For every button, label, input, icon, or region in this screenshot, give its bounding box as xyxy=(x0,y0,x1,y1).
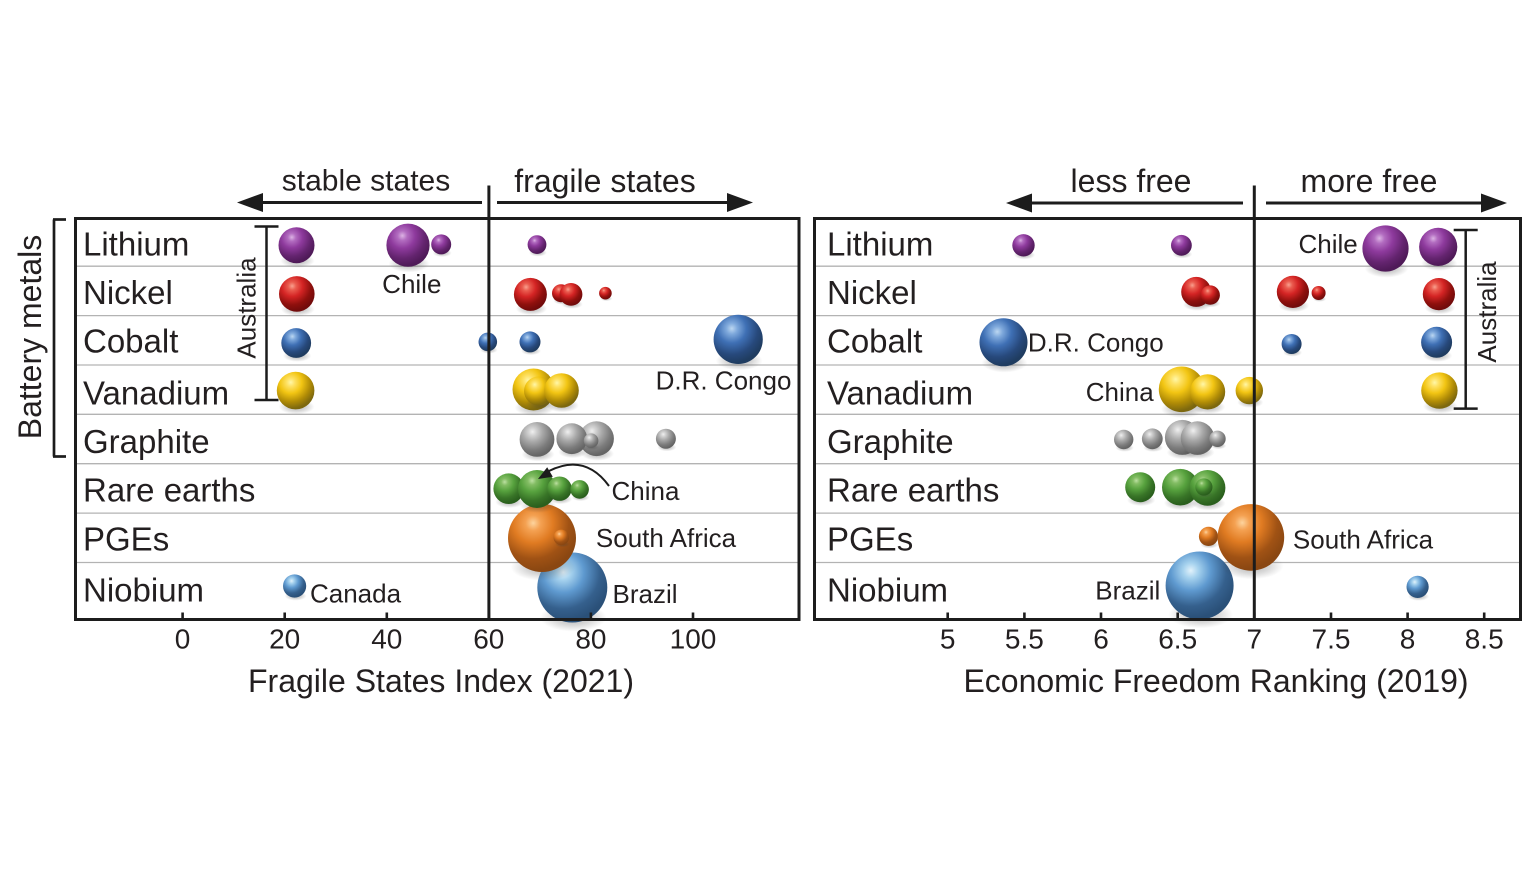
svg-text:Lithium: Lithium xyxy=(827,226,933,263)
svg-text:Nickel: Nickel xyxy=(827,274,917,311)
svg-text:Rare earths: Rare earths xyxy=(827,472,999,509)
svg-text:6.5: 6.5 xyxy=(1158,624,1197,655)
svg-text:0: 0 xyxy=(175,624,191,655)
svg-text:Chile: Chile xyxy=(382,269,441,299)
svg-text:D.R. Congo: D.R. Congo xyxy=(656,366,792,396)
svg-text:Economic Freedom Ranking (2019: Economic Freedom Ranking (2019) xyxy=(963,663,1468,699)
svg-text:8.5: 8.5 xyxy=(1465,624,1504,655)
svg-text:Australia: Australia xyxy=(232,257,262,359)
svg-text:Niobium: Niobium xyxy=(83,572,204,609)
svg-text:40: 40 xyxy=(371,624,402,655)
svg-text:5: 5 xyxy=(940,624,956,655)
svg-text:fragile states: fragile states xyxy=(514,163,695,199)
svg-text:stable states: stable states xyxy=(282,165,450,198)
svg-text:Graphite: Graphite xyxy=(83,423,210,460)
svg-text:PGEs: PGEs xyxy=(827,521,913,558)
svg-text:Lithium: Lithium xyxy=(83,226,189,263)
svg-text:80: 80 xyxy=(575,624,606,655)
svg-text:Canada: Canada xyxy=(310,579,402,609)
svg-text:Niobium: Niobium xyxy=(827,572,948,609)
svg-text:China: China xyxy=(612,476,680,506)
svg-text:Brazil: Brazil xyxy=(612,579,677,609)
svg-text:China: China xyxy=(1086,377,1154,407)
svg-text:6: 6 xyxy=(1093,624,1109,655)
svg-text:more free: more free xyxy=(1301,163,1438,199)
svg-text:Nickel: Nickel xyxy=(83,274,173,311)
svg-text:Rare earths: Rare earths xyxy=(83,472,255,509)
svg-text:Cobalt: Cobalt xyxy=(83,323,178,360)
svg-text:less free: less free xyxy=(1071,163,1192,199)
svg-text:8: 8 xyxy=(1400,624,1416,655)
svg-text:7.5: 7.5 xyxy=(1312,624,1351,655)
svg-text:Graphite: Graphite xyxy=(827,423,954,460)
svg-text:5.5: 5.5 xyxy=(1005,624,1044,655)
svg-text:Cobalt: Cobalt xyxy=(827,323,922,360)
svg-text:Vanadium: Vanadium xyxy=(827,375,973,412)
svg-text:Brazil: Brazil xyxy=(1095,575,1160,605)
svg-text:South Africa: South Africa xyxy=(596,523,737,553)
svg-text:7: 7 xyxy=(1247,624,1263,655)
svg-text:Battery metals: Battery metals xyxy=(12,235,48,440)
svg-text:60: 60 xyxy=(473,624,504,655)
svg-text:Chile: Chile xyxy=(1298,229,1357,259)
svg-text:South Africa: South Africa xyxy=(1293,524,1434,554)
svg-text:Fragile States Index (2021): Fragile States Index (2021) xyxy=(248,663,634,699)
svg-text:D.R. Congo: D.R. Congo xyxy=(1028,327,1164,357)
svg-text:100: 100 xyxy=(670,624,717,655)
svg-text:PGEs: PGEs xyxy=(83,521,169,558)
svg-text:20: 20 xyxy=(269,624,300,655)
svg-text:Vanadium: Vanadium xyxy=(83,375,229,412)
svg-text:Australia: Australia xyxy=(1472,261,1502,363)
